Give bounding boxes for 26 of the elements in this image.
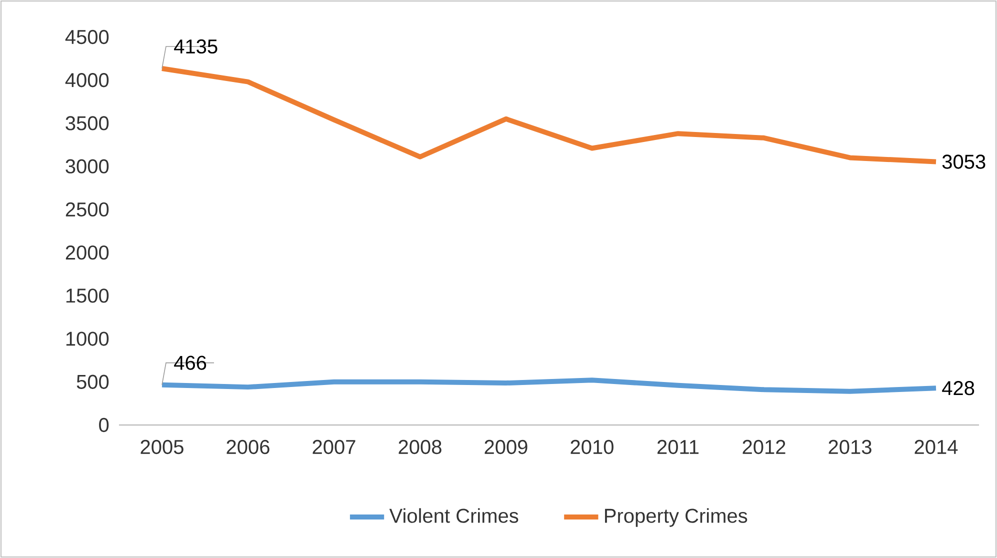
- data-label: 466: [174, 356, 206, 370]
- y-tick-label: 3000: [66, 159, 109, 174]
- y-tick-label: 2500: [66, 202, 109, 217]
- y-tick-label: 500: [76, 374, 109, 389]
- y-tick-label: 3500: [66, 116, 109, 130]
- y-tick-label: 4000: [65, 73, 109, 88]
- data-label: 428: [942, 381, 974, 396]
- x-tick-label: 2005: [140, 440, 184, 454]
- x-tick-label: 2008: [398, 440, 442, 454]
- x-tick-label: 2011: [658, 440, 699, 454]
- x-tick-label: 2007: [312, 440, 356, 454]
- x-tick-label: 2010: [570, 440, 614, 454]
- y-tick-label: 1500: [66, 288, 109, 303]
- y-tick-label: 1000: [66, 332, 109, 346]
- y-tick-label: 2000: [66, 245, 109, 260]
- x-tick-label: 2012: [742, 440, 786, 454]
- x-tick-label: 2006: [226, 440, 270, 454]
- x-tick-label: 2009: [484, 440, 528, 454]
- y-tick-label: 4500: [65, 30, 109, 44]
- x-tick-label: 2013: [828, 440, 872, 454]
- data-label: 4135: [174, 39, 218, 54]
- x-tick-label: 2014: [914, 440, 958, 454]
- legend-label: Property Crimes: [605, 508, 748, 527]
- data-label: 3053: [942, 154, 986, 169]
- y-tick-label: 0: [99, 418, 109, 432]
- legend-label: Violent Crimes: [389, 508, 518, 523]
